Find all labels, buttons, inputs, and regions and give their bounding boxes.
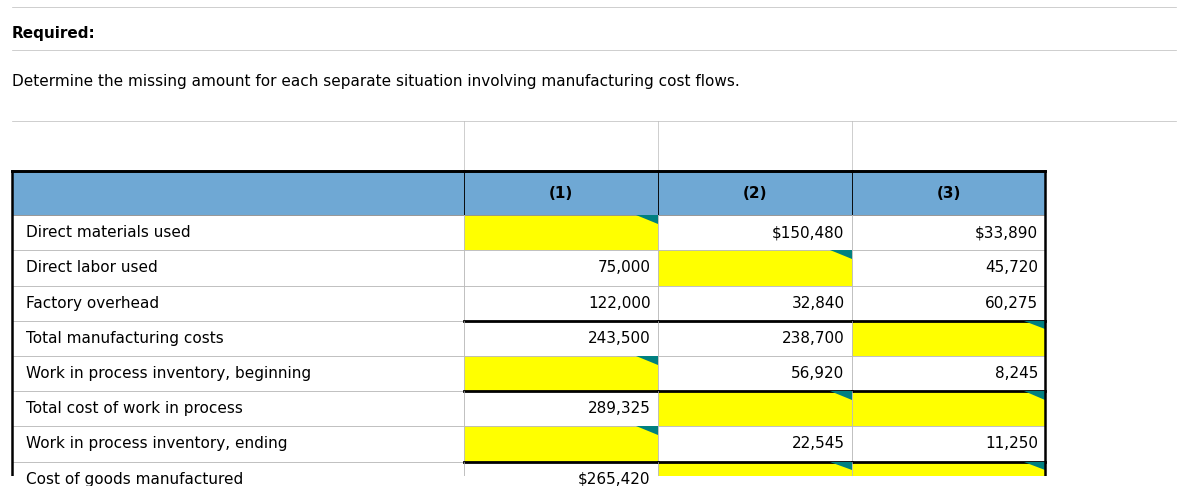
Bar	[12, 286, 465, 321]
Bar	[658, 321, 852, 356]
Bar	[658, 356, 852, 391]
Bar	[465, 356, 658, 391]
Text: Determine the missing amount for each separate situation involving manufacturing: Determine the missing amount for each se…	[12, 74, 740, 89]
Text: 122,000: 122,000	[588, 295, 651, 311]
Text: Factory overhead: Factory overhead	[26, 295, 159, 311]
Polygon shape	[637, 426, 658, 435]
Text: Required:: Required:	[12, 26, 95, 41]
Bar	[658, 462, 852, 486]
Text: 8,245: 8,245	[994, 366, 1038, 381]
Text: 75,000: 75,000	[598, 260, 651, 276]
Bar	[465, 462, 658, 486]
Text: $265,420: $265,420	[579, 472, 651, 486]
Polygon shape	[1024, 321, 1045, 330]
Polygon shape	[1024, 391, 1045, 400]
Text: 22,545: 22,545	[791, 436, 845, 451]
Bar	[658, 250, 852, 286]
Text: Cost of goods manufactured: Cost of goods manufactured	[26, 472, 244, 486]
Bar	[465, 391, 658, 426]
Text: Work in process inventory, beginning: Work in process inventory, beginning	[26, 366, 311, 381]
Polygon shape	[830, 462, 852, 470]
Text: Direct materials used: Direct materials used	[26, 225, 191, 240]
Bar	[12, 215, 465, 250]
Bar	[465, 286, 658, 321]
Bar	[852, 321, 1045, 356]
Text: (3): (3)	[936, 186, 961, 201]
Bar	[12, 250, 465, 286]
Bar	[852, 215, 1045, 250]
Bar	[12, 356, 465, 391]
Text: 238,700: 238,700	[782, 331, 845, 346]
Bar	[465, 250, 658, 286]
Text: $33,890: $33,890	[975, 225, 1038, 240]
Text: (2): (2)	[742, 186, 767, 201]
Bar	[658, 286, 852, 321]
Bar	[658, 215, 852, 250]
Polygon shape	[830, 250, 852, 259]
Text: 60,275: 60,275	[985, 295, 1038, 311]
Text: Total cost of work in process: Total cost of work in process	[26, 401, 244, 417]
Bar	[465, 215, 658, 250]
Bar	[465, 426, 658, 462]
Bar	[12, 172, 465, 215]
Polygon shape	[830, 391, 852, 400]
Text: 243,500: 243,500	[588, 331, 651, 346]
Text: 11,250: 11,250	[985, 436, 1038, 451]
Bar	[465, 172, 658, 215]
Text: (1): (1)	[549, 186, 573, 201]
Text: 56,920: 56,920	[791, 366, 845, 381]
Text: 45,720: 45,720	[985, 260, 1038, 276]
Text: Work in process inventory, ending: Work in process inventory, ending	[26, 436, 287, 451]
Text: 32,840: 32,840	[791, 295, 845, 311]
Polygon shape	[637, 356, 658, 364]
Bar	[852, 286, 1045, 321]
Bar	[658, 391, 852, 426]
Bar	[12, 426, 465, 462]
Bar	[12, 462, 465, 486]
Bar	[465, 321, 658, 356]
Polygon shape	[637, 215, 658, 224]
Text: Direct labor used: Direct labor used	[26, 260, 158, 276]
Bar	[852, 356, 1045, 391]
Bar	[12, 391, 465, 426]
Text: $150,480: $150,480	[772, 225, 845, 240]
Bar	[658, 172, 852, 215]
Bar	[12, 321, 465, 356]
Bar	[852, 426, 1045, 462]
Bar	[658, 426, 852, 462]
Bar	[852, 172, 1045, 215]
Bar	[852, 462, 1045, 486]
Text: Total manufacturing costs: Total manufacturing costs	[26, 331, 223, 346]
Bar	[852, 250, 1045, 286]
Bar	[852, 391, 1045, 426]
Text: 289,325: 289,325	[588, 401, 651, 417]
Polygon shape	[1024, 462, 1045, 470]
